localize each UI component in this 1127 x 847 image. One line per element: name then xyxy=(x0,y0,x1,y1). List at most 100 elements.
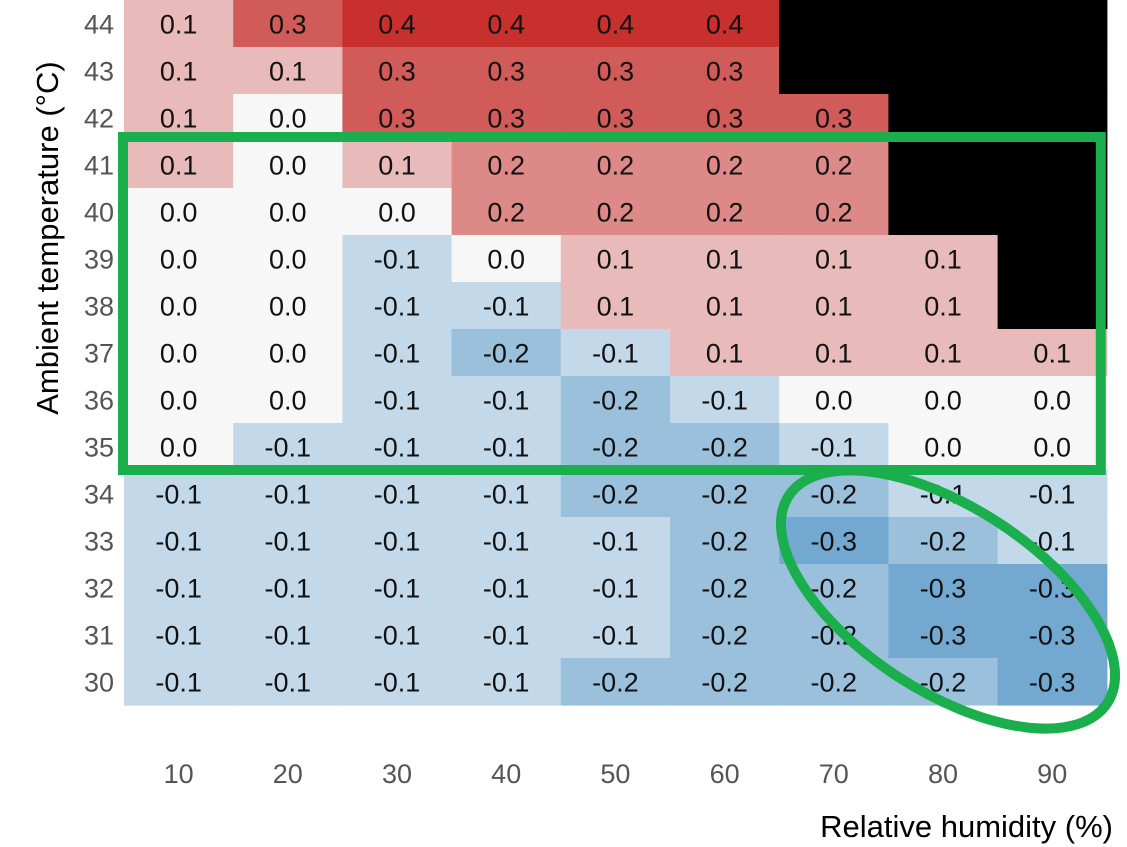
heatmap-cell xyxy=(124,329,234,377)
cell-value-label: -0.2 xyxy=(811,574,858,604)
heatmap-cell xyxy=(233,517,343,565)
heatmap-cell xyxy=(779,235,889,283)
cell-value-label: 0.2 xyxy=(706,151,744,181)
heatmap-cell xyxy=(779,141,889,189)
heatmap-cell xyxy=(233,141,343,189)
heatmap-cell xyxy=(342,376,453,424)
heatmap-cell xyxy=(342,282,453,330)
cell-value-label: -0.2 xyxy=(701,574,748,604)
cell-value-label: 0.0 xyxy=(269,104,307,134)
heatmap-cell xyxy=(560,470,671,518)
cell-value-label: 0.0 xyxy=(487,245,525,275)
heatmap-cell xyxy=(560,188,671,236)
heatmap-cell xyxy=(779,188,889,236)
heatmap-cell xyxy=(124,235,234,283)
y-tick-label: 39 xyxy=(84,245,114,275)
heatmap-cell xyxy=(779,329,889,377)
cell-value-label: 0.3 xyxy=(487,57,525,87)
cell-value-label: -0.1 xyxy=(374,527,421,557)
x-tick-label: 90 xyxy=(1037,759,1067,789)
cell-value-label: -0.3 xyxy=(1029,668,1076,698)
cell-value-label: 0.2 xyxy=(487,198,525,228)
cell-value-label: -0.1 xyxy=(483,621,530,651)
heatmap-cell xyxy=(124,282,234,330)
heatmap-cell xyxy=(560,141,671,189)
heatmap-cell xyxy=(451,188,562,236)
heatmap-cell xyxy=(124,470,234,518)
cell-value-label: 0.0 xyxy=(160,292,198,322)
heatmap-cell xyxy=(888,188,999,236)
x-axis-title: Relative humidity (%) xyxy=(820,809,1113,844)
cell-value-label: 0.0 xyxy=(160,245,198,275)
heatmap-cell xyxy=(451,423,562,471)
heatmap-cell xyxy=(997,329,1108,377)
heatmap-cell xyxy=(451,329,562,377)
x-tick-label: 80 xyxy=(928,759,958,789)
heatmap-cell xyxy=(342,47,453,95)
cell-value-label: -0.2 xyxy=(701,621,748,651)
cell-value-label: 0.3 xyxy=(597,57,635,87)
cell-value-label: 0.1 xyxy=(378,151,416,181)
cell-value-label: 0.1 xyxy=(160,57,198,87)
heatmap-cell xyxy=(997,611,1108,659)
cell-value-label: 0.3 xyxy=(378,104,416,134)
heatmap-cell xyxy=(997,141,1108,189)
cell-value-label: 0.2 xyxy=(706,198,744,228)
cell-value-label: 0.0 xyxy=(269,339,307,369)
cell-value-label: -0.1 xyxy=(701,386,748,416)
heatmap-cell xyxy=(233,564,343,612)
cell-value-label: -0.1 xyxy=(265,668,312,698)
cell-value-label: -0.1 xyxy=(374,480,421,510)
cell-value-label: -0.1 xyxy=(155,574,202,604)
heatmap-cell xyxy=(451,0,562,48)
y-tick-label: 43 xyxy=(84,57,114,87)
cell-value-label: 0.1 xyxy=(160,104,198,134)
heatmap-cell xyxy=(342,611,453,659)
cell-value-label: 0.1 xyxy=(706,245,744,275)
heatmap-cell xyxy=(670,423,780,471)
heatmap-cell xyxy=(451,470,562,518)
heatmap-cell xyxy=(997,658,1108,706)
heatmap-cell xyxy=(233,329,343,377)
y-tick-label: 41 xyxy=(84,151,114,181)
cell-value-label: -0.1 xyxy=(374,386,421,416)
heatmap-cell xyxy=(997,282,1108,330)
cell-value-label: -0.1 xyxy=(374,339,421,369)
cell-value-label: 0.1 xyxy=(160,151,198,181)
cell-value-label: 0.2 xyxy=(597,151,635,181)
cell-value-label: 0.1 xyxy=(597,292,635,322)
cell-value-label: 0.0 xyxy=(160,433,198,463)
cell-value-label: -0.1 xyxy=(483,668,530,698)
heatmap-cell xyxy=(124,517,234,565)
cell-value-label: -0.1 xyxy=(1029,480,1076,510)
cell-value-label: -0.1 xyxy=(483,386,530,416)
cell-value-label: -0.2 xyxy=(592,668,639,698)
y-tick-label: 36 xyxy=(84,386,114,416)
y-tick-label: 33 xyxy=(84,527,114,557)
cell-value-label: 0.0 xyxy=(378,198,416,228)
heatmap-cell xyxy=(997,47,1108,95)
cell-value-labels: 0.1 0.3 0.4 0.4 0.4 0.4 0.1 0.1 0.3 0.3 0.3 0.3 0.1 0… xyxy=(155,10,1075,698)
heatmap-cell xyxy=(233,47,343,95)
heatmap-cell xyxy=(233,0,343,48)
cell-value-label: -0.2 xyxy=(592,433,639,463)
heatmap-cell xyxy=(670,376,780,424)
heatmap-cell xyxy=(124,188,234,236)
cell-value-label: 0.4 xyxy=(706,10,744,40)
cell-value-label: -0.2 xyxy=(592,480,639,510)
heatmap-cell xyxy=(124,47,234,95)
cell-value-label: 0.2 xyxy=(815,198,853,228)
heatmap-cell xyxy=(451,611,562,659)
heatmap-cell xyxy=(888,235,999,283)
cell-value-label: -0.1 xyxy=(265,433,312,463)
heatmap-cell xyxy=(342,517,453,565)
cell-value-label: -0.1 xyxy=(592,527,639,557)
y-tick-label: 35 xyxy=(84,433,114,463)
heatmap-cell xyxy=(997,470,1108,518)
heatmap-cell xyxy=(670,564,780,612)
cell-value-label: 0.3 xyxy=(815,104,853,134)
y-tick-label: 31 xyxy=(84,621,114,651)
heatmap-cell xyxy=(997,235,1108,283)
heatmap-cell xyxy=(451,564,562,612)
